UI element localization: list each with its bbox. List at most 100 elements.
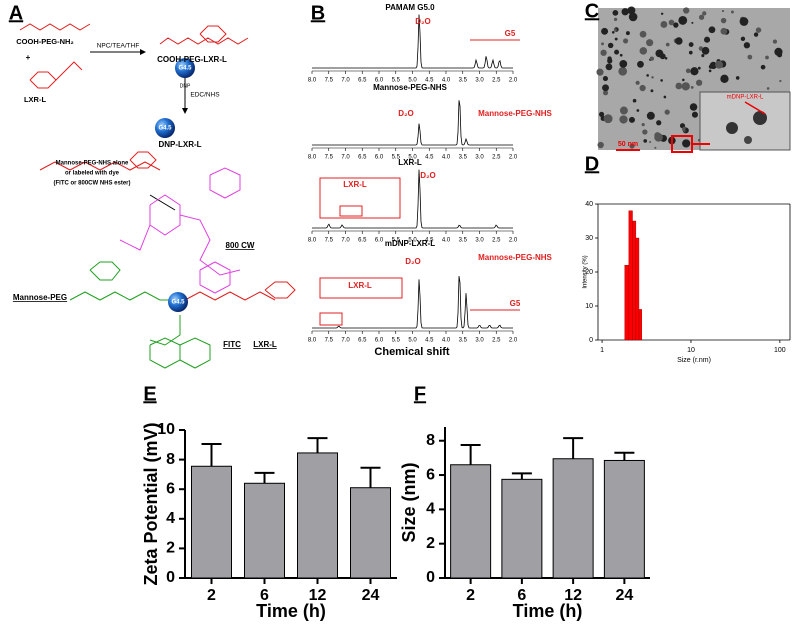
tem-particle — [614, 37, 618, 41]
panel-label: C — [585, 0, 599, 22]
y-tick-label: 40 — [585, 201, 593, 208]
bar — [297, 452, 338, 579]
nmr-tick-label: 2.0 — [509, 338, 518, 344]
nmr-tick-label: 4.5 — [425, 155, 434, 161]
tem-particle — [655, 49, 664, 58]
nmr-annotation: D₂O — [398, 109, 414, 118]
tem-particle — [772, 39, 777, 44]
fitc-ring — [179, 337, 211, 369]
dye-label: 800 CW — [226, 241, 255, 250]
nmr-tick-label: 2.5 — [492, 238, 501, 244]
dendrimer — [175, 58, 195, 78]
spectrum-title: LXR-L — [398, 158, 422, 167]
tem-particle — [766, 87, 770, 90]
tem-particle — [743, 42, 751, 49]
tem-particle — [619, 59, 628, 68]
bar — [191, 465, 232, 579]
reaction-condition: Mannose-PEG-NHS alone — [56, 161, 129, 167]
tem-particle — [703, 36, 711, 43]
ring — [264, 281, 296, 299]
x-tick-label: 2 — [466, 587, 475, 604]
nmr-tick-label: 6.0 — [375, 155, 384, 161]
tem-arrow — [744, 101, 766, 115]
nmr-annotation: D₂O — [415, 17, 431, 26]
nmr-tick-label: 7.5 — [325, 155, 334, 161]
nmr-annotation: LXR-L — [343, 180, 367, 189]
tem-particle — [660, 79, 663, 82]
nmr-tick-label: 6.5 — [358, 155, 367, 161]
tem-particle — [689, 103, 698, 111]
tem-particle — [688, 42, 694, 47]
linker — [184, 291, 276, 301]
nmr-tick-label: 2.5 — [492, 338, 501, 344]
dendrimer — [168, 292, 188, 312]
y-axis-title: Size (nm) — [399, 462, 419, 542]
y-tick-label: 2 — [426, 535, 435, 552]
tem-particle — [668, 19, 675, 26]
tem-particle — [665, 42, 670, 47]
tem-particle — [691, 111, 698, 118]
y-axis-title: Zeta Potential (mV) — [141, 422, 161, 585]
dye-ring — [149, 194, 181, 236]
tem-particle — [753, 32, 759, 37]
tem-particle — [660, 12, 664, 16]
dendrimer-core-label: DNP — [180, 83, 191, 89]
dye-ring — [199, 261, 231, 294]
y-tick-label: 6 — [166, 480, 175, 497]
tem-particle — [607, 42, 614, 49]
tem-particle — [649, 56, 655, 61]
nmr-annotation: G5 — [510, 299, 521, 308]
nmr-tick-label: 3.0 — [475, 155, 484, 161]
nmr-tick-label: 7.0 — [341, 155, 350, 161]
nmr-annotation: G5 — [505, 29, 516, 38]
nmr-tick-label: 7.5 — [325, 78, 334, 84]
x-tick-label: 24 — [615, 587, 633, 604]
nmr-tick-label: 7.0 — [341, 78, 350, 84]
tem-particle — [613, 28, 617, 32]
tem-particle — [596, 68, 604, 76]
tem-particle — [739, 17, 749, 26]
reaction-condition: (FITC or 800CW NHS ester) — [53, 181, 130, 187]
spectrum-title: PAMAM G5.0 — [385, 3, 435, 12]
tem-particle — [675, 82, 683, 90]
x-axis-title: Size (r.nm) — [677, 357, 711, 364]
peg-chain — [19, 23, 91, 31]
y-axis-title: Intensity (%) — [583, 255, 589, 288]
tem-particle — [637, 60, 644, 68]
tem-particle — [690, 67, 699, 76]
tem-particle — [627, 6, 636, 15]
panel-label: D — [585, 153, 599, 175]
bar — [450, 464, 492, 579]
x-tick-label: 6 — [260, 587, 269, 604]
reaction-condition: NPC/TEA/THF — [97, 43, 140, 50]
nmr-tick-label: 6.5 — [358, 238, 367, 244]
ring — [129, 151, 157, 169]
dendrimer-label: G4.5 — [158, 126, 172, 132]
nmr-tick-label: 3.5 — [459, 338, 468, 344]
tem-particle — [607, 56, 612, 61]
nmr-spectrum — [312, 14, 513, 69]
arrow-head — [182, 108, 188, 114]
fitc-chain — [149, 315, 181, 346]
dendrimer-label: G4.5 — [178, 66, 192, 72]
histogram-bar — [632, 220, 637, 341]
tem-particle — [613, 17, 618, 22]
histogram-bar — [628, 210, 633, 341]
tem-particle — [642, 129, 648, 135]
tem-particle — [641, 123, 645, 127]
tem-particle — [636, 109, 640, 112]
tem-particle — [621, 8, 629, 16]
reaction-condition: or labeled with dye — [65, 171, 120, 177]
highlight-box — [319, 312, 343, 326]
tem-particle — [735, 76, 740, 80]
x-tick-label: 24 — [362, 587, 380, 604]
tem-particle — [649, 140, 652, 144]
y-tick-label: 30 — [585, 235, 593, 242]
nmr-tick-label: 3.5 — [459, 78, 468, 84]
nmr-tick-label: 3.0 — [475, 78, 484, 84]
tem-particle — [601, 27, 609, 35]
nmr-annotation: LXR-L — [348, 281, 372, 290]
arrow-head — [140, 49, 146, 55]
tem-particle — [698, 14, 705, 20]
tem-particle — [720, 74, 729, 84]
